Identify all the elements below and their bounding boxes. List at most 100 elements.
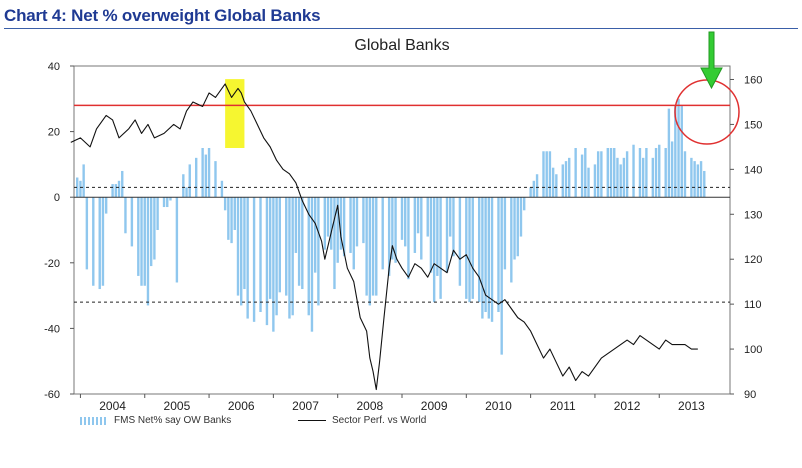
bar-75 [387, 197, 391, 276]
x-tick-label-6: 2010 [485, 399, 512, 410]
bar-106 [516, 197, 519, 257]
legend-line-swatch [298, 419, 326, 421]
bar-5 [98, 197, 101, 290]
bar-116 [555, 174, 558, 198]
bar-113 [545, 151, 548, 198]
y-right-tick-label-1: 150 [744, 119, 762, 131]
bar-92 [458, 197, 462, 286]
bar-144 [674, 105, 677, 198]
x-tick-label-7: 2011 [550, 399, 576, 410]
annotation-layer [674, 31, 740, 145]
bar-11 [121, 170, 124, 198]
chart-heading: Chart 4: Net % overweight Global Banks [4, 4, 798, 29]
bar-100 [490, 197, 494, 322]
chart-svg: Global Banks 40 20 0 -20 -40 -60 160 150 140 130 1… [44, 31, 762, 410]
bar-117 [561, 164, 564, 198]
bar-112 [542, 151, 545, 198]
bar-150 [696, 164, 700, 198]
bar-55 [307, 197, 310, 316]
bar-69 [362, 197, 365, 244]
bar-6 [101, 197, 105, 286]
bar-83 [420, 197, 423, 260]
bar-26 [185, 187, 188, 198]
bar-88 [439, 197, 442, 299]
legend-item-bars: FMS Net% say OW Banks [80, 412, 231, 428]
legend: FMS Net% say OW Banks Sector Perf. vs Wo… [0, 412, 802, 432]
bar-58 [317, 197, 320, 306]
x-tick-label-0: 2004 [99, 399, 126, 410]
bar-109 [529, 187, 532, 198]
bar-59 [323, 197, 327, 250]
bar-62 [333, 197, 336, 290]
bar-38 [236, 197, 240, 296]
y-right-tick-label-6: 100 [744, 344, 762, 356]
bar-136 [641, 157, 645, 198]
bar-110 [532, 180, 536, 198]
bar-14 [137, 197, 140, 276]
yellow-highlight [225, 79, 245, 148]
bar-149 [693, 161, 696, 198]
bar-95 [471, 197, 474, 299]
bar-102 [500, 197, 503, 355]
bar-18 [149, 197, 153, 267]
y-left-tick-label-0: 40 [48, 61, 60, 73]
axis-layer: 40 20 0 -20 -40 -60 160 150 140 130 120 110 100 90 200… [44, 61, 762, 410]
bar-28 [195, 157, 198, 198]
bar-142 [667, 108, 671, 198]
bar-20 [156, 197, 159, 230]
y-left-tick-label-5: -60 [44, 389, 60, 401]
bar-124 [593, 164, 597, 198]
bar-86 [432, 197, 436, 303]
legend-label-bars: FMS Net% say OW Banks [114, 414, 232, 426]
bar-21 [162, 197, 166, 208]
bar-108 [523, 197, 526, 211]
x-tick-label-2: 2006 [228, 399, 255, 410]
bar-82 [416, 197, 420, 234]
bar-115 [551, 167, 555, 198]
bar-37 [233, 197, 236, 230]
bar-60 [326, 197, 330, 237]
bar-152 [703, 170, 706, 198]
highlight-layer [225, 79, 245, 148]
bar-77 [394, 197, 397, 263]
y-right-tick-label-2: 140 [744, 164, 762, 176]
bar-70 [365, 197, 368, 296]
bar-25 [182, 174, 185, 198]
bar-127 [606, 148, 609, 198]
green-arrow-annotation [700, 31, 723, 90]
y-right-tick-label-5: 110 [744, 299, 762, 311]
bar-45 [268, 197, 272, 299]
x-tick-label-9: 2013 [678, 399, 705, 410]
bar-65 [342, 197, 346, 257]
bar-128 [609, 148, 613, 198]
bar-85 [429, 197, 433, 273]
bar-12 [124, 197, 127, 234]
bar-80 [407, 197, 410, 280]
bar-39 [240, 197, 243, 306]
y-left-tick-label-4: -40 [44, 323, 60, 335]
bar-41 [246, 197, 249, 319]
bar-8 [111, 184, 114, 198]
bar-90 [449, 197, 452, 237]
bar-51 [291, 197, 294, 316]
bar-103 [503, 197, 507, 270]
y-left-tick-label-2: 0 [54, 192, 60, 204]
red-circle-annotation [674, 79, 740, 145]
bar-122 [584, 148, 587, 198]
bar-61 [330, 197, 333, 250]
bar-130 [616, 157, 619, 198]
bar-40 [243, 197, 246, 290]
bar-91 [452, 197, 455, 257]
bar-2 [82, 164, 85, 198]
x-tick-label-3: 2007 [292, 399, 319, 410]
bar-79 [404, 197, 407, 247]
bar-66 [349, 197, 352, 253]
bar-111 [535, 174, 539, 198]
bar-1 [79, 180, 82, 198]
x-tick-label-5: 2009 [421, 399, 448, 410]
reference-lines-layer [74, 104, 730, 303]
bar-84 [426, 197, 429, 237]
legend-bars-swatch [80, 416, 108, 425]
bar-27 [188, 164, 191, 198]
bar-33 [220, 180, 224, 198]
